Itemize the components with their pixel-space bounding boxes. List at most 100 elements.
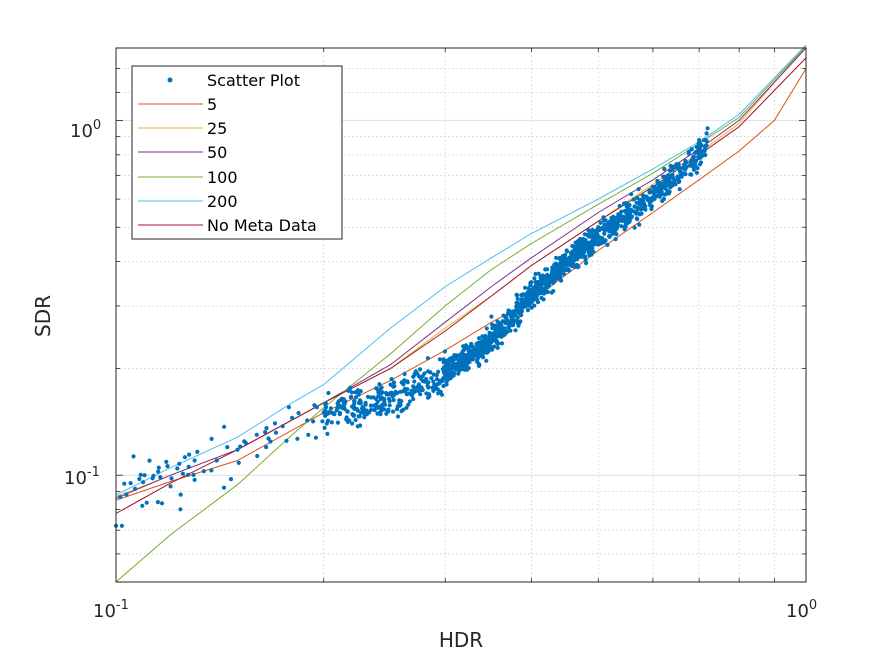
scatter-point xyxy=(525,299,530,304)
scatter-point xyxy=(350,421,355,426)
scatter-point xyxy=(178,507,183,512)
scatter-point xyxy=(694,170,700,175)
legend: Scatter Plot 5 25 50 100 200 No Meta Dat… xyxy=(131,65,343,240)
scatter-point xyxy=(486,334,491,340)
scatter-point xyxy=(369,407,374,412)
scatter-point xyxy=(678,171,683,176)
scatter-point xyxy=(458,367,463,372)
scatter-point xyxy=(543,267,548,272)
scatter-point xyxy=(662,166,667,172)
scatter-point xyxy=(264,445,269,450)
scatter-point xyxy=(324,405,329,410)
scatter-point xyxy=(402,371,407,377)
scatter-point xyxy=(559,278,564,283)
scatter-point xyxy=(389,390,394,395)
scatter-point xyxy=(635,217,640,222)
scatter-point xyxy=(560,267,565,272)
scatter-point xyxy=(467,344,473,349)
scatter-point xyxy=(668,184,673,189)
scatter-point xyxy=(222,424,227,429)
scatter-point xyxy=(480,342,485,347)
scatter-point xyxy=(165,464,170,469)
scatter-point xyxy=(610,216,615,221)
scatter-point xyxy=(280,424,285,429)
scatter-point xyxy=(409,393,415,398)
scatter-point xyxy=(581,241,586,246)
scatter-point xyxy=(647,190,652,195)
scatter-point xyxy=(695,166,700,171)
scatter-point xyxy=(391,409,396,414)
scatter-point xyxy=(418,367,423,372)
scatter-point xyxy=(141,480,146,485)
scatter-point xyxy=(698,155,703,160)
scatter-point xyxy=(401,382,406,387)
scatter-point xyxy=(703,145,708,150)
scatter-point xyxy=(550,276,556,281)
legend-label-scatter: Scatter Plot xyxy=(207,71,300,90)
scatter-point xyxy=(705,126,710,131)
scatter-point xyxy=(591,234,596,239)
scatter-point xyxy=(541,274,546,279)
scatter-point xyxy=(552,267,558,272)
scatter-point xyxy=(661,174,666,179)
scatter-point xyxy=(567,259,572,264)
x-tick-label: 100 xyxy=(786,598,817,622)
scatter-point xyxy=(380,402,385,407)
scatter-point xyxy=(515,296,520,301)
scatter-point xyxy=(476,361,481,367)
scatter-point xyxy=(235,447,240,452)
scatter-point xyxy=(652,191,657,196)
scatter-point xyxy=(655,187,660,192)
scatter-point xyxy=(558,255,563,260)
scatter-point xyxy=(525,296,530,301)
scatter-point xyxy=(638,202,643,207)
scatter-point xyxy=(602,228,607,233)
scatter-point xyxy=(490,326,495,331)
scatter-point xyxy=(614,232,619,237)
scatter-point xyxy=(591,240,596,245)
scatter-point xyxy=(429,376,434,381)
scatter-point xyxy=(546,281,551,286)
scatter-point xyxy=(637,222,642,227)
scatter-point xyxy=(214,458,219,463)
scatter-point xyxy=(371,395,376,400)
scatter-point xyxy=(554,255,559,260)
scatter-point xyxy=(602,222,607,227)
scatter-point xyxy=(583,238,588,243)
scatter-point xyxy=(354,395,359,400)
scatter-point xyxy=(518,319,523,324)
scatter-point xyxy=(306,432,311,437)
scatter-point xyxy=(693,150,698,155)
scatter-point xyxy=(263,430,268,435)
scatter-point xyxy=(133,486,138,491)
scatter-point xyxy=(629,192,634,197)
scatter-point xyxy=(406,402,411,407)
scatter-point xyxy=(617,203,622,209)
scatter-point xyxy=(445,363,450,369)
scatter-point xyxy=(674,162,680,167)
scatter-point xyxy=(623,218,628,224)
scatter-point xyxy=(631,209,637,214)
x-axis-label: HDR xyxy=(439,628,483,652)
legend-label-no-meta-data: No Meta Data xyxy=(207,216,317,235)
scatter-point xyxy=(671,164,676,169)
scatter-point xyxy=(122,481,127,486)
scatter-point xyxy=(572,263,577,268)
scatter-point xyxy=(290,415,295,420)
scatter-point xyxy=(324,421,329,426)
legend-label-5: 5 xyxy=(207,95,217,114)
scatter-point xyxy=(650,184,656,189)
scatter-point xyxy=(496,321,501,326)
scatter-point xyxy=(496,325,501,330)
scatter-point xyxy=(419,387,424,393)
scatter-point xyxy=(355,388,360,393)
scatter-point xyxy=(391,380,397,385)
scatter-point xyxy=(238,444,243,449)
scatter-point xyxy=(489,314,494,319)
scatter-point xyxy=(177,461,182,466)
scatter-point xyxy=(353,417,358,423)
scatter-point xyxy=(404,392,409,397)
scatter-point xyxy=(164,459,169,464)
scatter-point xyxy=(284,438,289,443)
scatter-point xyxy=(372,407,377,413)
